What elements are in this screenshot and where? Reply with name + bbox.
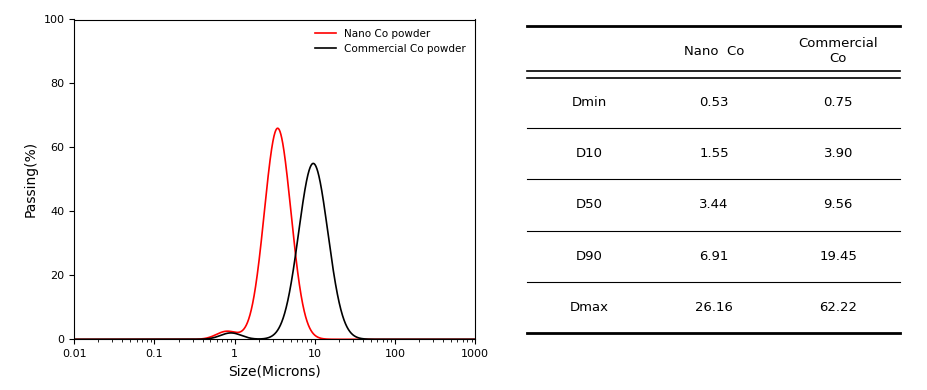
Y-axis label: Passing(%): Passing(%) (24, 141, 38, 218)
Legend: Nano Co powder, Commercial Co powder: Nano Co powder, Commercial Co powder (311, 25, 470, 58)
X-axis label: Size(Microns): Size(Microns) (228, 365, 321, 379)
